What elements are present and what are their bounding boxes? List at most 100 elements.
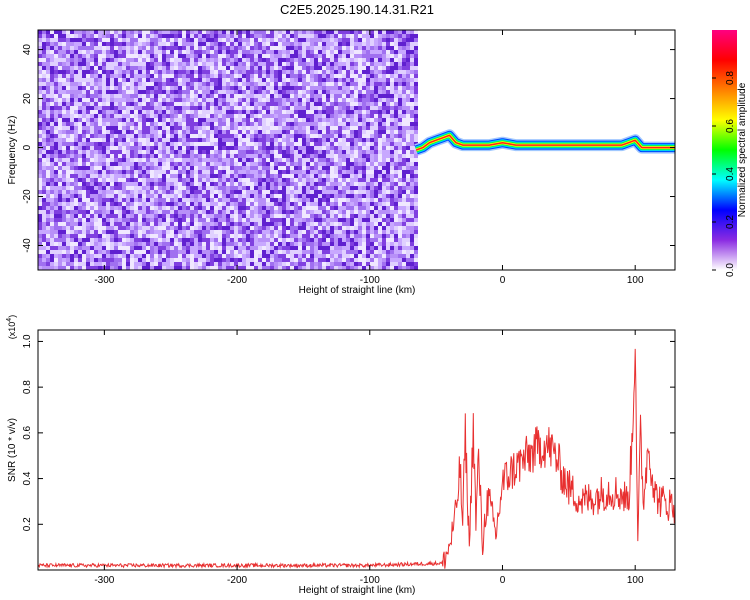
noise-cell: [314, 90, 318, 94]
noise-cell: [378, 82, 382, 86]
noise-cell: [238, 78, 242, 82]
noise-cell: [138, 110, 142, 114]
noise-cell: [90, 214, 94, 218]
noise-cell: [330, 74, 334, 78]
noise-cell: [274, 110, 278, 114]
noise-cell: [290, 102, 294, 106]
noise-cell: [250, 190, 254, 194]
noise-cell: [394, 70, 398, 74]
noise-cell: [142, 222, 146, 226]
noise-cell: [254, 126, 258, 130]
noise-cell: [370, 178, 374, 182]
noise-cell: [214, 82, 218, 86]
noise-cell: [242, 202, 246, 206]
noise-cell: [318, 158, 322, 162]
noise-cell: [250, 46, 254, 50]
noise-cell: [326, 186, 330, 190]
noise-cell: [334, 34, 338, 38]
noise-cell: [286, 54, 290, 58]
noise-cell: [62, 50, 66, 54]
noise-cell: [410, 186, 414, 190]
noise-cell: [390, 102, 394, 106]
noise-cell: [386, 38, 390, 42]
noise-cell: [166, 130, 170, 134]
noise-cell: [338, 174, 342, 178]
noise-cell: [306, 102, 310, 106]
noise-cell: [282, 150, 286, 154]
noise-cell: [82, 154, 86, 158]
noise-cell: [322, 118, 326, 122]
noise-cell: [262, 230, 266, 234]
noise-cell: [170, 110, 174, 114]
noise-cell: [146, 78, 150, 82]
noise-cell: [278, 146, 282, 150]
noise-cell: [290, 162, 294, 166]
noise-cell: [150, 154, 154, 158]
noise-cell: [90, 50, 94, 54]
noise-cell: [238, 30, 242, 34]
noise-cell: [358, 102, 362, 106]
noise-cell: [122, 174, 126, 178]
noise-cell: [382, 190, 386, 194]
noise-cell: [386, 194, 390, 198]
noise-cell: [294, 130, 298, 134]
noise-cell: [58, 150, 62, 154]
noise-cell: [126, 114, 130, 118]
noise-cell: [254, 226, 258, 230]
noise-cell: [218, 194, 222, 198]
noise-cell: [294, 70, 298, 74]
noise-cell: [298, 154, 302, 158]
noise-cell: [274, 198, 278, 202]
noise-cell: [46, 138, 50, 142]
noise-cell: [410, 58, 414, 62]
noise-cell: [62, 130, 66, 134]
noise-cell: [126, 118, 130, 122]
noise-cell: [282, 210, 286, 214]
noise-cell: [130, 54, 134, 58]
noise-cell: [238, 54, 242, 58]
noise-cell: [102, 34, 106, 38]
noise-cell: [382, 134, 386, 138]
noise-cell: [74, 134, 78, 138]
noise-cell: [98, 238, 102, 242]
noise-cell: [278, 70, 282, 74]
noise-cell: [222, 98, 226, 102]
noise-cell: [46, 210, 50, 214]
noise-cell: [258, 66, 262, 70]
noise-cell: [266, 54, 270, 58]
noise-cell: [258, 42, 262, 46]
noise-cell: [366, 94, 370, 98]
noise-cell: [98, 170, 102, 174]
noise-cell: [338, 138, 342, 142]
noise-cell: [118, 158, 122, 162]
noise-cell: [134, 170, 138, 174]
noise-cell: [370, 170, 374, 174]
noise-cell: [126, 222, 130, 226]
noise-cell: [230, 70, 234, 74]
noise-cell: [66, 158, 70, 162]
noise-cell: [118, 38, 122, 42]
noise-cell: [202, 174, 206, 178]
noise-cell: [258, 186, 262, 190]
noise-cell: [182, 46, 186, 50]
noise-cell: [210, 174, 214, 178]
noise-cell: [234, 166, 238, 170]
noise-cell: [278, 78, 282, 82]
noise-cell: [50, 194, 54, 198]
noise-cell: [370, 150, 374, 154]
noise-cell: [162, 170, 166, 174]
noise-cell: [186, 182, 190, 186]
noise-cell: [378, 90, 382, 94]
noise-cell: [386, 130, 390, 134]
noise-cell: [202, 38, 206, 42]
noise-cell: [66, 206, 70, 210]
noise-cell: [154, 234, 158, 238]
noise-cell: [222, 138, 226, 142]
noise-cell: [386, 90, 390, 94]
noise-cell: [394, 82, 398, 86]
noise-cell: [214, 58, 218, 62]
noise-cell: [90, 78, 94, 82]
noise-cell: [350, 42, 354, 46]
noise-cell: [106, 34, 110, 38]
noise-cell: [386, 98, 390, 102]
